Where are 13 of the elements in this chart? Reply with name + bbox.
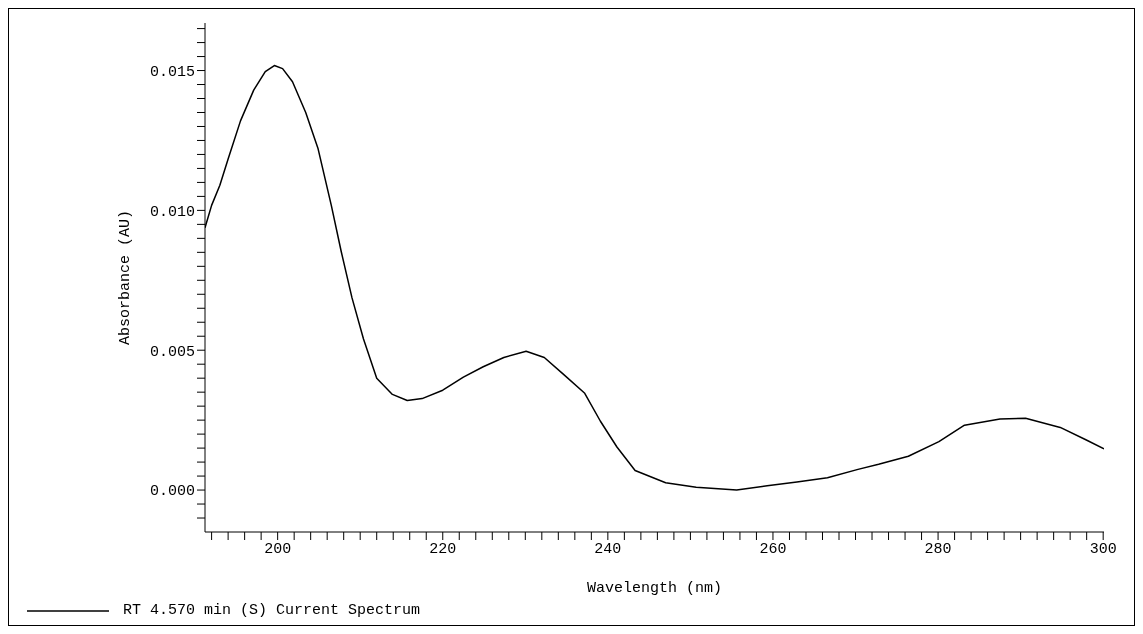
x-tick-label: 300 [1089, 540, 1117, 558]
x-tick-label: 200 [264, 540, 292, 558]
text: RT 4.570 min (S) Current Spectrum [123, 602, 421, 619]
y-tick-label: 0.000 [149, 483, 195, 501]
x-tick-label: 240 [594, 540, 622, 558]
y-axis-title: Absorbance (AU) [117, 209, 135, 346]
x-axis-title: Wavelength (nm) [586, 580, 723, 597]
y-tick-label: 0.005 [149, 343, 195, 361]
y-tick-label: 0.010 [149, 203, 195, 221]
x-tick-label: 220 [429, 540, 457, 558]
x-tick-label: 260 [759, 540, 787, 558]
x-tick-label: 280 [924, 540, 952, 558]
y-tick-label: 0.015 [149, 63, 195, 81]
